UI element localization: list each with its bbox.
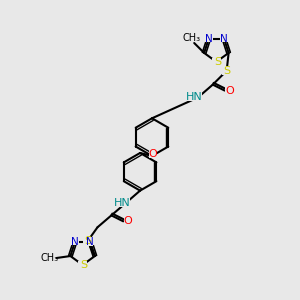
Text: N: N [205,34,213,44]
Text: N: N [71,237,79,247]
Bar [78,261,87,269]
Bar [186,92,202,101]
Bar [114,198,130,207]
Text: S: S [80,260,87,270]
Bar [82,237,92,246]
Text: O: O [225,85,234,96]
Text: O: O [148,149,157,160]
Bar [205,35,213,42]
Text: N: N [86,237,94,247]
Text: N: N [220,34,228,44]
Bar [86,238,94,245]
Text: S: S [223,66,230,76]
Text: HN: HN [186,92,202,101]
Bar [225,87,234,94]
Text: O: O [124,216,133,226]
Text: S: S [214,57,221,67]
Bar [148,151,158,158]
Bar [124,218,133,225]
Text: S: S [84,236,91,246]
Text: HN: HN [114,197,130,208]
Bar [220,35,228,42]
Bar [212,58,221,66]
Bar [71,238,79,245]
Text: CH₃: CH₃ [40,253,58,263]
Text: CH₃: CH₃ [182,33,200,43]
Bar [222,66,232,75]
